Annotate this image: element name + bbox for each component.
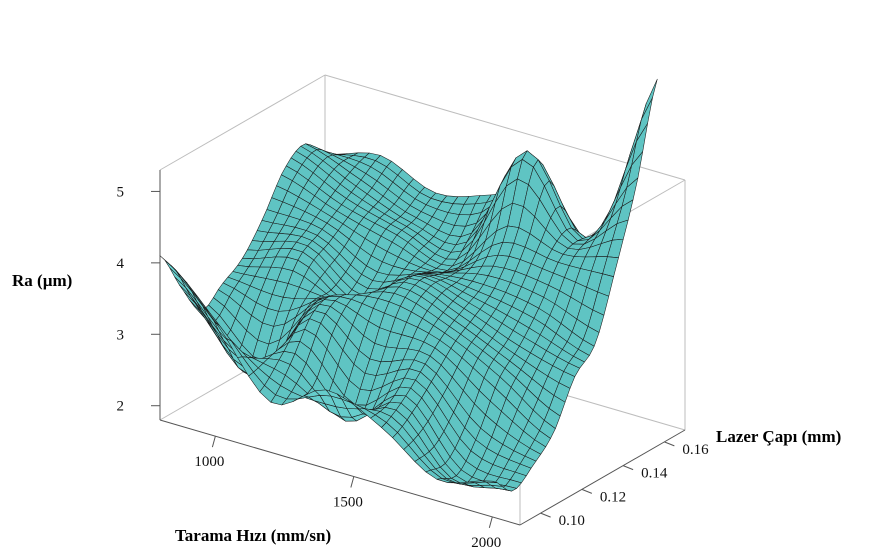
box-edge xyxy=(324,74,686,181)
y-tick-label: 0.10 xyxy=(559,513,585,529)
x-tick-label: 1000 xyxy=(194,454,224,470)
x-tick-mark xyxy=(211,436,216,448)
y-axis-title: Lazer Çapı (mm) xyxy=(716,427,841,446)
y-tick-label: 0.12 xyxy=(600,489,626,505)
x-tick-label: 1500 xyxy=(333,495,363,511)
x-axis-title: Tarama Hızı (mm/sn) xyxy=(175,526,331,545)
z-axis-title: Ra (µm) xyxy=(12,271,72,290)
x-tick-mark xyxy=(488,516,493,529)
y-tick-mark xyxy=(581,488,593,494)
y-tick-label: 0.16 xyxy=(682,442,709,458)
axes xyxy=(151,170,686,529)
y-tick-mark xyxy=(540,512,551,518)
z-tick-label: 2 xyxy=(117,399,125,415)
y-tick-mark xyxy=(622,465,634,471)
y-axis-line xyxy=(519,429,686,526)
y-tick-label: 0.14 xyxy=(641,466,668,482)
tick-labels: 1000 1500 2000 0.10 0.12 0.14 0.16 2 3 4 5 xyxy=(117,184,710,550)
surface-mesh xyxy=(159,78,658,492)
x-axis-line xyxy=(159,419,521,526)
surface-cell xyxy=(480,480,498,483)
box-edge xyxy=(159,74,326,171)
surface-cell xyxy=(169,267,186,288)
surface-cell xyxy=(164,259,182,279)
z-tick-label: 5 xyxy=(117,184,125,200)
z-tick-label: 4 xyxy=(117,256,125,272)
y-tick-mark xyxy=(664,441,675,447)
z-tick-label: 3 xyxy=(117,327,125,343)
x-tick-label: 2000 xyxy=(471,535,501,551)
x-tick-mark xyxy=(350,476,355,488)
